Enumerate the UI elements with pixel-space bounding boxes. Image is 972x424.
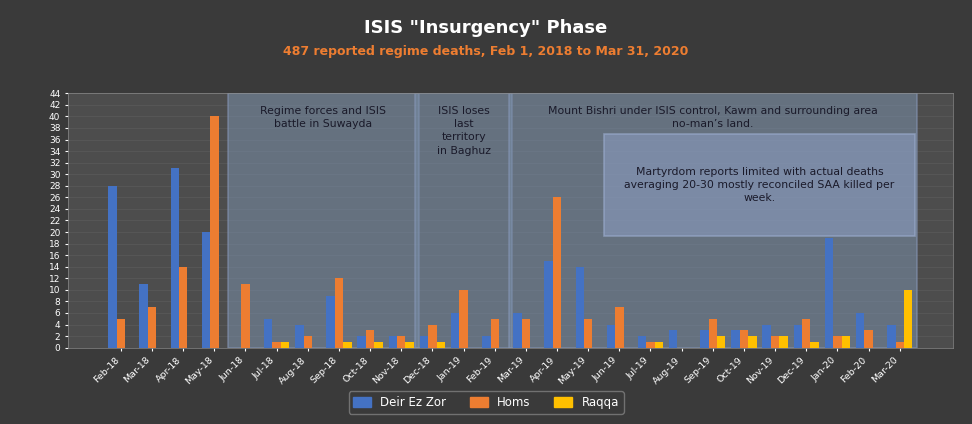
Bar bbox=[460, 290, 468, 348]
Bar bbox=[179, 267, 188, 348]
Bar bbox=[825, 238, 833, 348]
Bar bbox=[108, 186, 117, 348]
Bar bbox=[887, 324, 895, 348]
Bar bbox=[856, 313, 864, 348]
Bar bbox=[436, 342, 445, 348]
Bar bbox=[655, 342, 663, 348]
Bar bbox=[389, 336, 397, 348]
Bar bbox=[334, 278, 343, 348]
Bar bbox=[646, 342, 655, 348]
Bar bbox=[553, 197, 561, 348]
Bar bbox=[451, 313, 460, 348]
Bar bbox=[748, 336, 756, 348]
Bar bbox=[420, 336, 429, 348]
Bar bbox=[241, 284, 250, 348]
Bar bbox=[365, 330, 374, 348]
Bar bbox=[508, 93, 917, 348]
Bar bbox=[584, 319, 592, 348]
Text: Mount Bishri under ISIS control, Kawm and surrounding area
no-man’s land.: Mount Bishri under ISIS control, Kawm an… bbox=[548, 106, 878, 129]
Bar bbox=[740, 330, 748, 348]
Bar bbox=[904, 290, 913, 348]
Bar bbox=[794, 324, 802, 348]
Bar bbox=[272, 342, 281, 348]
Bar bbox=[513, 313, 522, 348]
Bar bbox=[731, 330, 740, 348]
Bar bbox=[575, 267, 584, 348]
Bar bbox=[544, 261, 553, 348]
Bar bbox=[482, 336, 491, 348]
Bar bbox=[604, 134, 916, 236]
Bar bbox=[405, 342, 414, 348]
Bar bbox=[397, 336, 405, 348]
Bar bbox=[802, 319, 811, 348]
Bar bbox=[117, 319, 125, 348]
Bar bbox=[491, 319, 499, 348]
Bar bbox=[833, 336, 842, 348]
Text: Regime forces and ISIS
battle in Suwayda: Regime forces and ISIS battle in Suwayda bbox=[260, 106, 387, 129]
Bar bbox=[295, 324, 303, 348]
Bar bbox=[170, 168, 179, 348]
Bar bbox=[210, 117, 219, 348]
Bar bbox=[429, 324, 436, 348]
Bar bbox=[615, 307, 624, 348]
Text: 487 reported regime deaths, Feb 1, 2018 to Mar 31, 2020: 487 reported regime deaths, Feb 1, 2018 … bbox=[283, 45, 689, 58]
Bar bbox=[264, 319, 272, 348]
Bar bbox=[228, 93, 419, 348]
Bar bbox=[303, 336, 312, 348]
Bar bbox=[762, 324, 771, 348]
Bar bbox=[811, 342, 818, 348]
Bar bbox=[638, 336, 646, 348]
Bar bbox=[139, 284, 148, 348]
Bar bbox=[895, 342, 904, 348]
Bar bbox=[771, 336, 780, 348]
Bar bbox=[281, 342, 290, 348]
Bar bbox=[374, 342, 383, 348]
Bar bbox=[717, 336, 725, 348]
Bar bbox=[780, 336, 787, 348]
Bar bbox=[327, 296, 334, 348]
Bar bbox=[522, 319, 530, 348]
Bar bbox=[709, 319, 717, 348]
Text: Martyrdom reports limited with actual deaths
averaging 20-30 mostly reconciled S: Martyrdom reports limited with actual de… bbox=[624, 167, 894, 203]
Text: ISIS loses
last
territory
in Baghuz: ISIS loses last territory in Baghuz bbox=[436, 106, 491, 156]
Bar bbox=[343, 342, 352, 348]
Legend: Deir Ez Zor, Homs, Raqqa: Deir Ez Zor, Homs, Raqqa bbox=[349, 391, 623, 414]
Bar bbox=[669, 330, 677, 348]
Bar bbox=[607, 324, 615, 348]
Bar bbox=[864, 330, 873, 348]
Bar bbox=[842, 336, 850, 348]
Text: ISIS "Insurgency" Phase: ISIS "Insurgency" Phase bbox=[364, 19, 608, 37]
Bar bbox=[148, 307, 156, 348]
Bar bbox=[415, 93, 512, 348]
Bar bbox=[202, 232, 210, 348]
Bar bbox=[700, 330, 709, 348]
Bar bbox=[358, 336, 365, 348]
